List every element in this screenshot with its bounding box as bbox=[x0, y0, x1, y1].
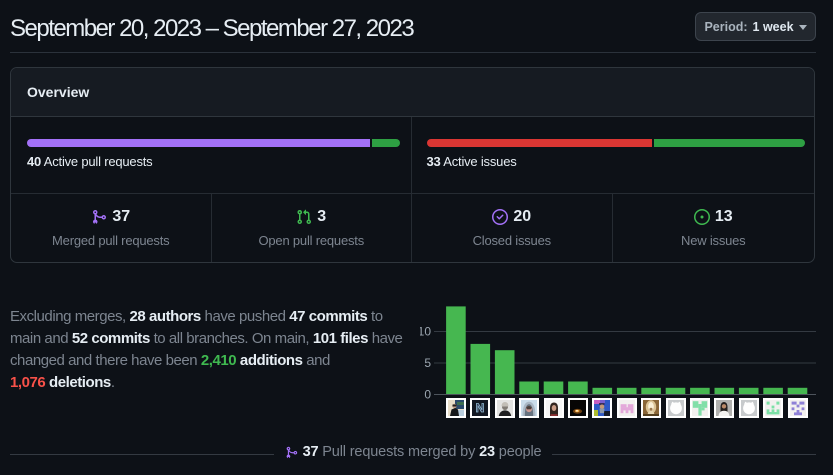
svg-text:5: 5 bbox=[424, 356, 431, 370]
svg-text:10: 10 bbox=[420, 325, 431, 339]
svg-text:0: 0 bbox=[424, 388, 431, 402]
svg-text:N: N bbox=[476, 401, 485, 415]
